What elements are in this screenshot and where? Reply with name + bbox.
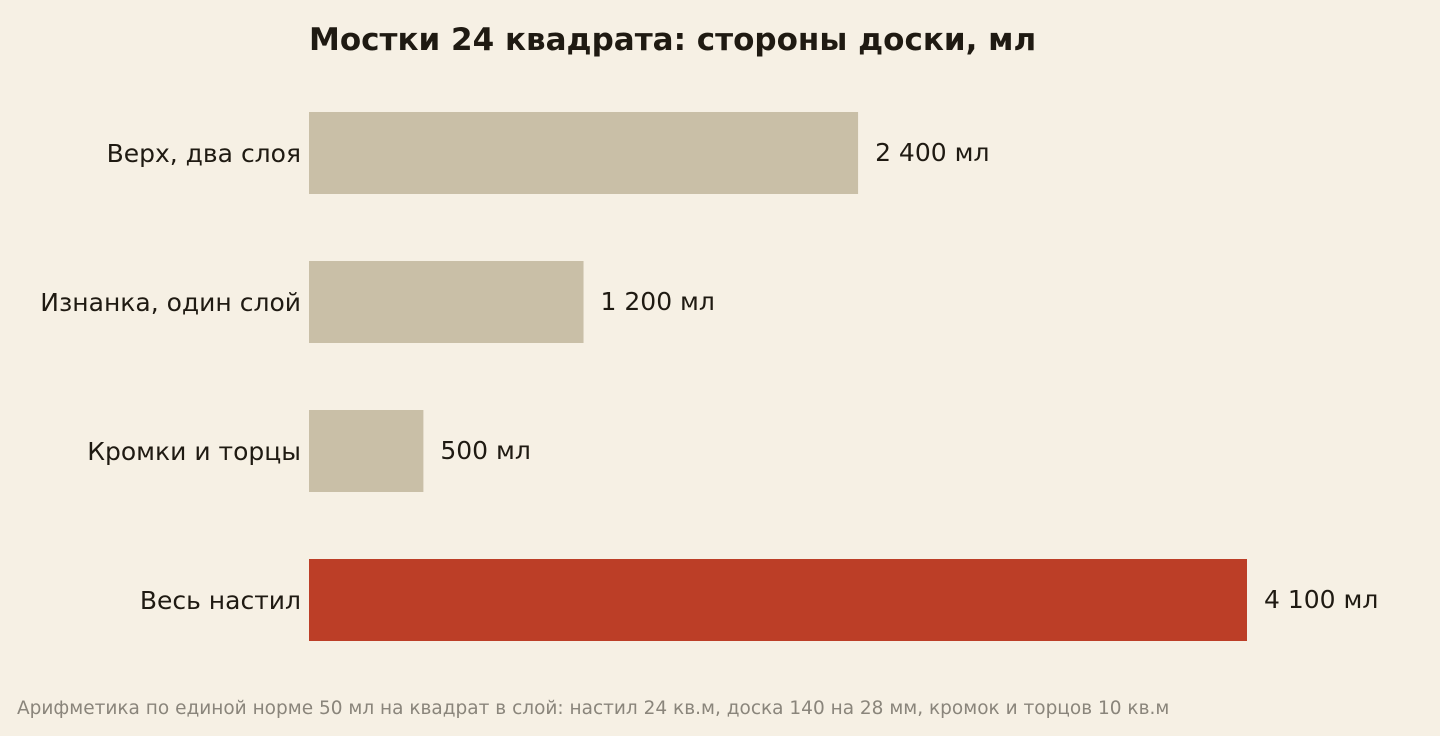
value-label: 1 200 мл: [601, 287, 715, 316]
category-label: Кромки и торцы: [87, 437, 301, 466]
bar: [309, 112, 859, 194]
chart-title: Мостки 24 квадрата: стороны доски, мл: [309, 22, 1036, 58]
bar: [309, 559, 1247, 641]
value-label: 500 мл: [440, 436, 531, 465]
value-label: 4 100 мл: [1264, 585, 1378, 614]
bar: [309, 261, 584, 343]
bars-group: Верх, два слоя 2 400 мл Изнанка, один слой…: [40, 112, 1378, 641]
footnote: Арифметика по единой норме 50 мл на квад…: [17, 698, 1169, 719]
bar: [309, 410, 424, 492]
category-label: Верх, два слоя: [107, 139, 301, 168]
category-label: Изнанка, один слой: [40, 288, 301, 317]
category-label: Весь настил: [140, 586, 301, 615]
value-label: 2 400 мл: [875, 138, 989, 167]
